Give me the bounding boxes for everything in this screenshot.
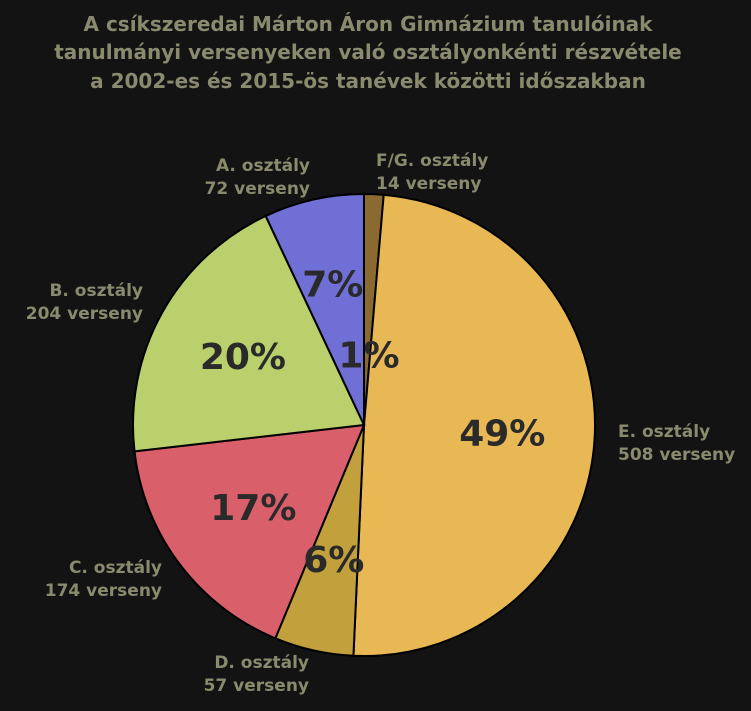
- slice-name-label-2: D. osztály: [214, 653, 309, 673]
- percent-label-1: 49%: [459, 414, 545, 455]
- slice-count-label-2: 57 verseny: [204, 676, 309, 696]
- percent-labels: 1% 49% 6%17% 20% 7%: [200, 265, 546, 581]
- pie-slice-5: [264, 192, 365, 426]
- slice-name-label-5: A. osztály: [216, 156, 310, 176]
- chart-title-line-1: A csíkszeredai Márton Áron Gimnázium tan…: [84, 12, 654, 36]
- pie-slices: [132, 192, 596, 657]
- slice-count-label-3: 174 verseny: [45, 581, 162, 601]
- slice-labels: F/G. osztály 14 verseny E. osztály 508 vers…: [26, 151, 735, 696]
- chart-title-line-2: tanulmányi versenyeken való osztályonkén…: [54, 40, 682, 64]
- chart-title-line-3: a 2002-es és 2015-ös tanévek közötti idő…: [90, 69, 646, 93]
- chart-title: A csíkszeredai Márton Áron Gimnázium tan…: [54, 12, 682, 93]
- slice-count-label-0: 14 verseny: [376, 174, 481, 194]
- slice-count-label-4: 204 verseny: [26, 304, 143, 324]
- percent-label-5: 7%: [302, 265, 363, 306]
- pie-slice-3: [133, 423, 366, 640]
- slice-name-label-1: E. osztály: [618, 422, 710, 442]
- pie-slice-4: [132, 214, 366, 453]
- slice-count-label-1: 508 verseny: [618, 445, 735, 465]
- slice-name-label-0: F/G. osztály: [376, 151, 488, 171]
- slice-name-label-4: B. osztály: [49, 281, 143, 301]
- percent-label-3: 17%: [210, 488, 296, 529]
- percent-label-0: 1%: [338, 335, 399, 376]
- slice-count-label-5: 72 verseny: [205, 179, 310, 199]
- pie-slice-1: [352, 193, 596, 657]
- percent-label-2: 6%: [303, 540, 364, 581]
- slice-name-label-3: C. osztály: [69, 558, 162, 578]
- percent-label-4: 20%: [200, 337, 286, 378]
